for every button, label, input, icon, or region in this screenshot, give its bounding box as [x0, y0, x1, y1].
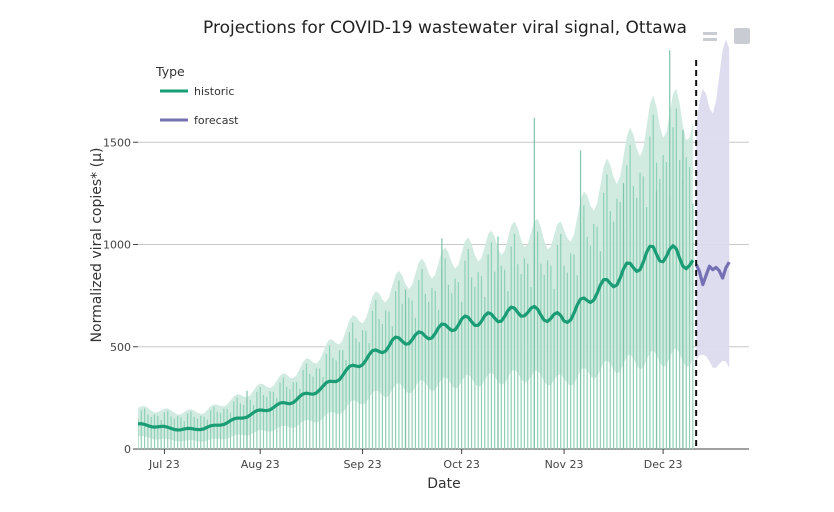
modebar — [703, 28, 750, 44]
legend-title: Type — [155, 64, 185, 79]
x-tick-label: Dec 23 — [644, 458, 683, 471]
pan-icon[interactable] — [703, 38, 717, 41]
zoom-icon[interactable] — [703, 32, 717, 35]
x-tick-label: Nov 23 — [545, 458, 584, 471]
band-forecast — [696, 40, 730, 368]
y-axis-ticks: 0 500 1000 1500 — [103, 136, 138, 456]
series-line-forecast — [694, 261, 731, 287]
legend: Type historic forecast — [155, 64, 239, 127]
y-tick-label: 0 — [124, 443, 131, 456]
x-tick-label: Oct 23 — [443, 458, 480, 471]
y-tick-label: 500 — [110, 341, 131, 354]
series-line-historic — [138, 244, 695, 432]
x-tick-label: Sep 23 — [343, 458, 381, 471]
x-axis-ticks: Jul 23 Aug 23 Sep 23 Oct 23 Nov 23 Dec 23 — [148, 449, 683, 471]
chart-title: Projections for COVID-19 wastewater vira… — [203, 18, 687, 38]
y-tick-label: 1000 — [103, 239, 131, 252]
plotly-logo-icon[interactable] — [734, 28, 750, 44]
x-axis-title: Date — [427, 476, 460, 492]
legend-item-forecast[interactable]: forecast — [160, 114, 239, 127]
legend-label-forecast: forecast — [194, 114, 239, 127]
y-tick-label: 1500 — [103, 136, 131, 149]
x-tick-label: Jul 23 — [148, 458, 180, 471]
legend-label-historic: historic — [194, 85, 234, 98]
x-tick-label: Aug 23 — [241, 458, 280, 471]
plot-area — [138, 40, 731, 449]
y-axis-title: Normalized viral copies* (μ) — [89, 148, 105, 343]
legend-item-historic[interactable]: historic — [160, 85, 234, 98]
